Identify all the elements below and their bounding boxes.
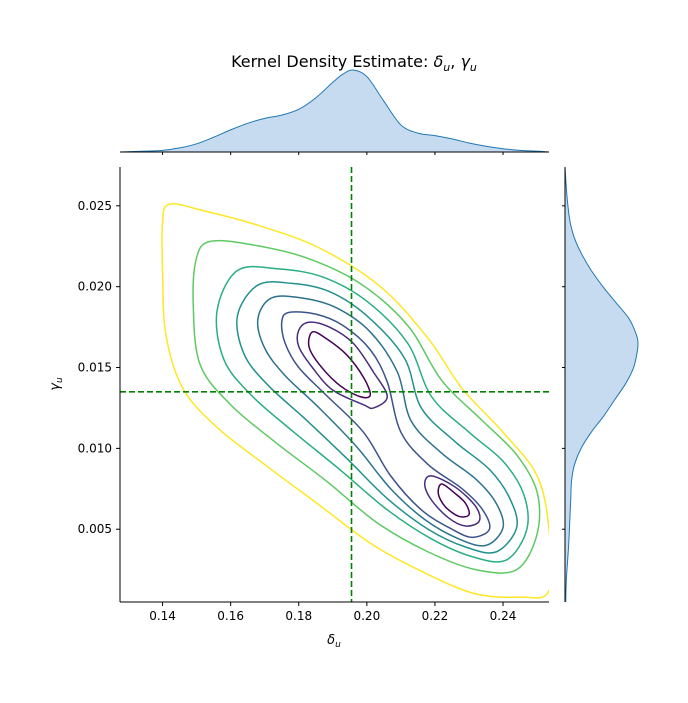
contour-level-8 [161,203,549,599]
x-tick-label: 0.16 [217,609,244,623]
y-tick-label: 0.025 [78,199,112,213]
marginal-y-line [564,166,639,603]
chart-title-y-subscript: u [470,61,477,74]
x-axis-label: δu [327,633,341,650]
chart-title: Kernel Density Estimate: δu, γu [231,52,477,74]
y-axis-label-symbol: γ [48,382,63,391]
contour-level-5 [236,281,518,554]
marginal-x-density [119,69,550,155]
marginal-x-line [119,69,550,153]
contour-level-3 [280,311,491,539]
contour-level-1 [307,330,372,399]
main-axes: 0.14 0.16 0.18 0.20 0.22 0.24 0.005 0.010 0.015 0… [78,167,549,623]
chart-title-x-symbol: δ [434,52,444,71]
chart-title-x-subscript: u [443,61,450,74]
x-axis-label-symbol: δ [327,633,335,648]
chart-title-separator: , [450,52,460,71]
y-tick-label: 0.005 [78,522,112,536]
x-tick-label: 0.20 [353,609,380,623]
contour-level-6 [215,265,529,563]
contour-level-1 [437,483,471,518]
marginal-y-area [565,167,639,602]
x-tick-label: 0.14 [149,609,176,623]
contour-level-7 [192,239,541,574]
x-tick-label: 0.18 [285,609,312,623]
x-axis-label-subscript: u [335,640,341,650]
x-tick-label: 0.22 [422,609,449,623]
contour-level-4 [256,295,505,547]
y-tick-label: 0.015 [78,361,112,375]
x-tick-label: 0.24 [490,609,517,623]
y-tick-label: 0.020 [78,280,112,294]
contour-level-2 [423,475,481,527]
reference-lines [120,167,549,602]
marginal-y-density [562,166,639,603]
chart-title-main: Kernel Density Estimate: [231,52,433,71]
y-tick-label: 0.010 [78,441,112,455]
joint-plot-area: 0.14 0.16 0.18 0.20 0.22 0.24 0.005 0.010 0.015 0… [78,167,549,623]
y-axis-label-subscript: u [55,377,65,383]
chart-title-y-symbol: γ [460,52,471,71]
y-axis-label: γu [48,377,65,391]
